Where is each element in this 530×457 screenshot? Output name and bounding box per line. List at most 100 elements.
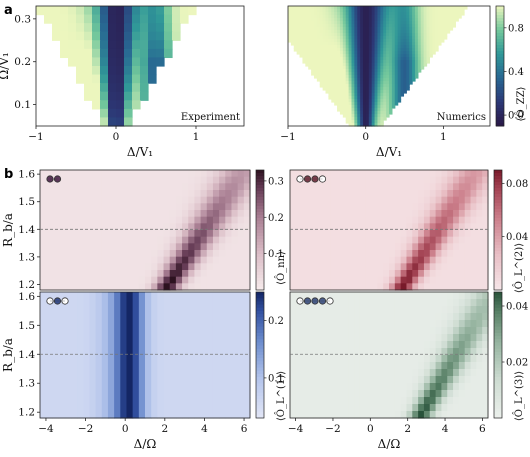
heatmap-cell [206, 250, 214, 258]
heatmap-cell [377, 170, 384, 178]
heatmap-cell [423, 404, 431, 412]
heatmap-cell [351, 87, 355, 91]
colorbar-segment [256, 245, 264, 249]
heatmap-cell [409, 51, 413, 55]
heatmap-cell [316, 60, 321, 64]
heatmap-cell [212, 263, 220, 271]
heatmap-cell [351, 72, 355, 76]
heatmap-cell [175, 292, 183, 300]
heatmap-cell [400, 36, 405, 40]
heatmap-cell [380, 60, 384, 64]
heatmap-cell [365, 327, 373, 335]
heatmap-cell [470, 243, 477, 251]
heatmap-cell [89, 299, 97, 307]
heatmap-cell [290, 270, 297, 278]
heatmap-cell [52, 348, 60, 356]
heatmap-cell [476, 306, 483, 314]
heatmap-cell [391, 45, 396, 49]
heatmap-cell [92, 74, 101, 84]
heatmap-cell [307, 348, 314, 356]
heatmap-cell [319, 66, 324, 70]
heatmap-cell [313, 404, 320, 412]
heatmap-cell [169, 190, 177, 198]
heatmap-cell [237, 230, 245, 238]
heatmap-cell [403, 75, 407, 79]
colorbar-tick-label: 0.1 [268, 373, 284, 384]
heatmap-cell [194, 243, 202, 251]
heatmap-cell [46, 327, 53, 335]
heatmap-cell [383, 21, 387, 25]
heatmap-cell [305, 30, 309, 34]
colorbar-segment [256, 370, 264, 375]
heatmap-cell [200, 404, 208, 412]
heatmap-cell [324, 276, 332, 284]
heatmap-cell [83, 320, 91, 328]
heatmap-cell [319, 81, 324, 85]
heatmap-cell [172, 14, 181, 24]
heatmap-cell [342, 369, 349, 377]
heatmap-cell [418, 306, 425, 314]
heatmap-cell [225, 355, 233, 363]
heatmap-cell [476, 341, 483, 349]
heatmap-cell [383, 102, 387, 106]
heatmap-cell [293, 42, 298, 46]
heatmap-cell [386, 30, 390, 34]
heatmap-cell [447, 190, 454, 198]
heatmap-cell [46, 292, 53, 300]
heatmap-cell [386, 15, 390, 19]
colorbar-segment [496, 27, 504, 31]
heatmap-cell [354, 263, 361, 271]
heatmap-cell [188, 404, 196, 412]
heatmap-cell [409, 18, 413, 22]
heatmap-cell [77, 383, 84, 391]
heatmap-cell [101, 313, 109, 321]
heatmap-cell [219, 397, 226, 405]
heatmap-cell [458, 283, 466, 291]
heatmap-cell [348, 39, 353, 43]
heatmap-cell [368, 99, 373, 103]
heatmap-cell [163, 390, 171, 398]
heatmap-cell [339, 15, 344, 19]
heatmap-cell [386, 21, 390, 25]
heatmap-cell [307, 256, 314, 264]
heatmap-cell [116, 91, 125, 101]
heatmap-cell [313, 60, 318, 64]
heatmap-cell [52, 292, 60, 300]
heatmap-cell [447, 397, 454, 405]
heatmap-cell [188, 383, 196, 391]
heatmap-cell [363, 42, 367, 46]
heatmap-cell [371, 327, 378, 335]
heatmap-cell [231, 223, 239, 231]
heatmap-cell [70, 283, 78, 291]
heatmap-cell [377, 216, 384, 224]
colorbar-segment [494, 230, 502, 234]
heatmap-cell [305, 36, 309, 40]
heatmap-cell [108, 48, 117, 59]
heatmap-cell [219, 348, 226, 356]
heatmap-cell [342, 12, 347, 16]
heatmap-cell [108, 117, 117, 127]
heatmap-cell [169, 341, 177, 349]
heatmap-cell [464, 369, 472, 377]
heatmap-cell [307, 190, 314, 198]
heatmap-cell [169, 299, 177, 307]
heatmap-cell [345, 21, 350, 25]
heatmap-cell [124, 40, 133, 50]
heatmap-cell [290, 36, 295, 40]
heatmap-cell [120, 355, 128, 363]
heatmap-cell [389, 341, 396, 349]
heatmap-cell [237, 390, 245, 398]
heatmap-cell [383, 9, 387, 13]
heatmap-cell [290, 196, 297, 204]
heatmap-cell [138, 203, 146, 211]
heatmap-cell [132, 91, 141, 101]
heatmap-cell [423, 24, 428, 28]
heatmap-cell [145, 383, 152, 391]
heatmap-cell [101, 327, 109, 335]
heatmap-cell [126, 236, 134, 244]
heatmap-cell [342, 72, 347, 76]
heatmap-cell [357, 66, 361, 70]
heatmap-cell [290, 376, 297, 384]
heatmap-cell [311, 6, 315, 10]
heatmap-cell [406, 250, 413, 258]
